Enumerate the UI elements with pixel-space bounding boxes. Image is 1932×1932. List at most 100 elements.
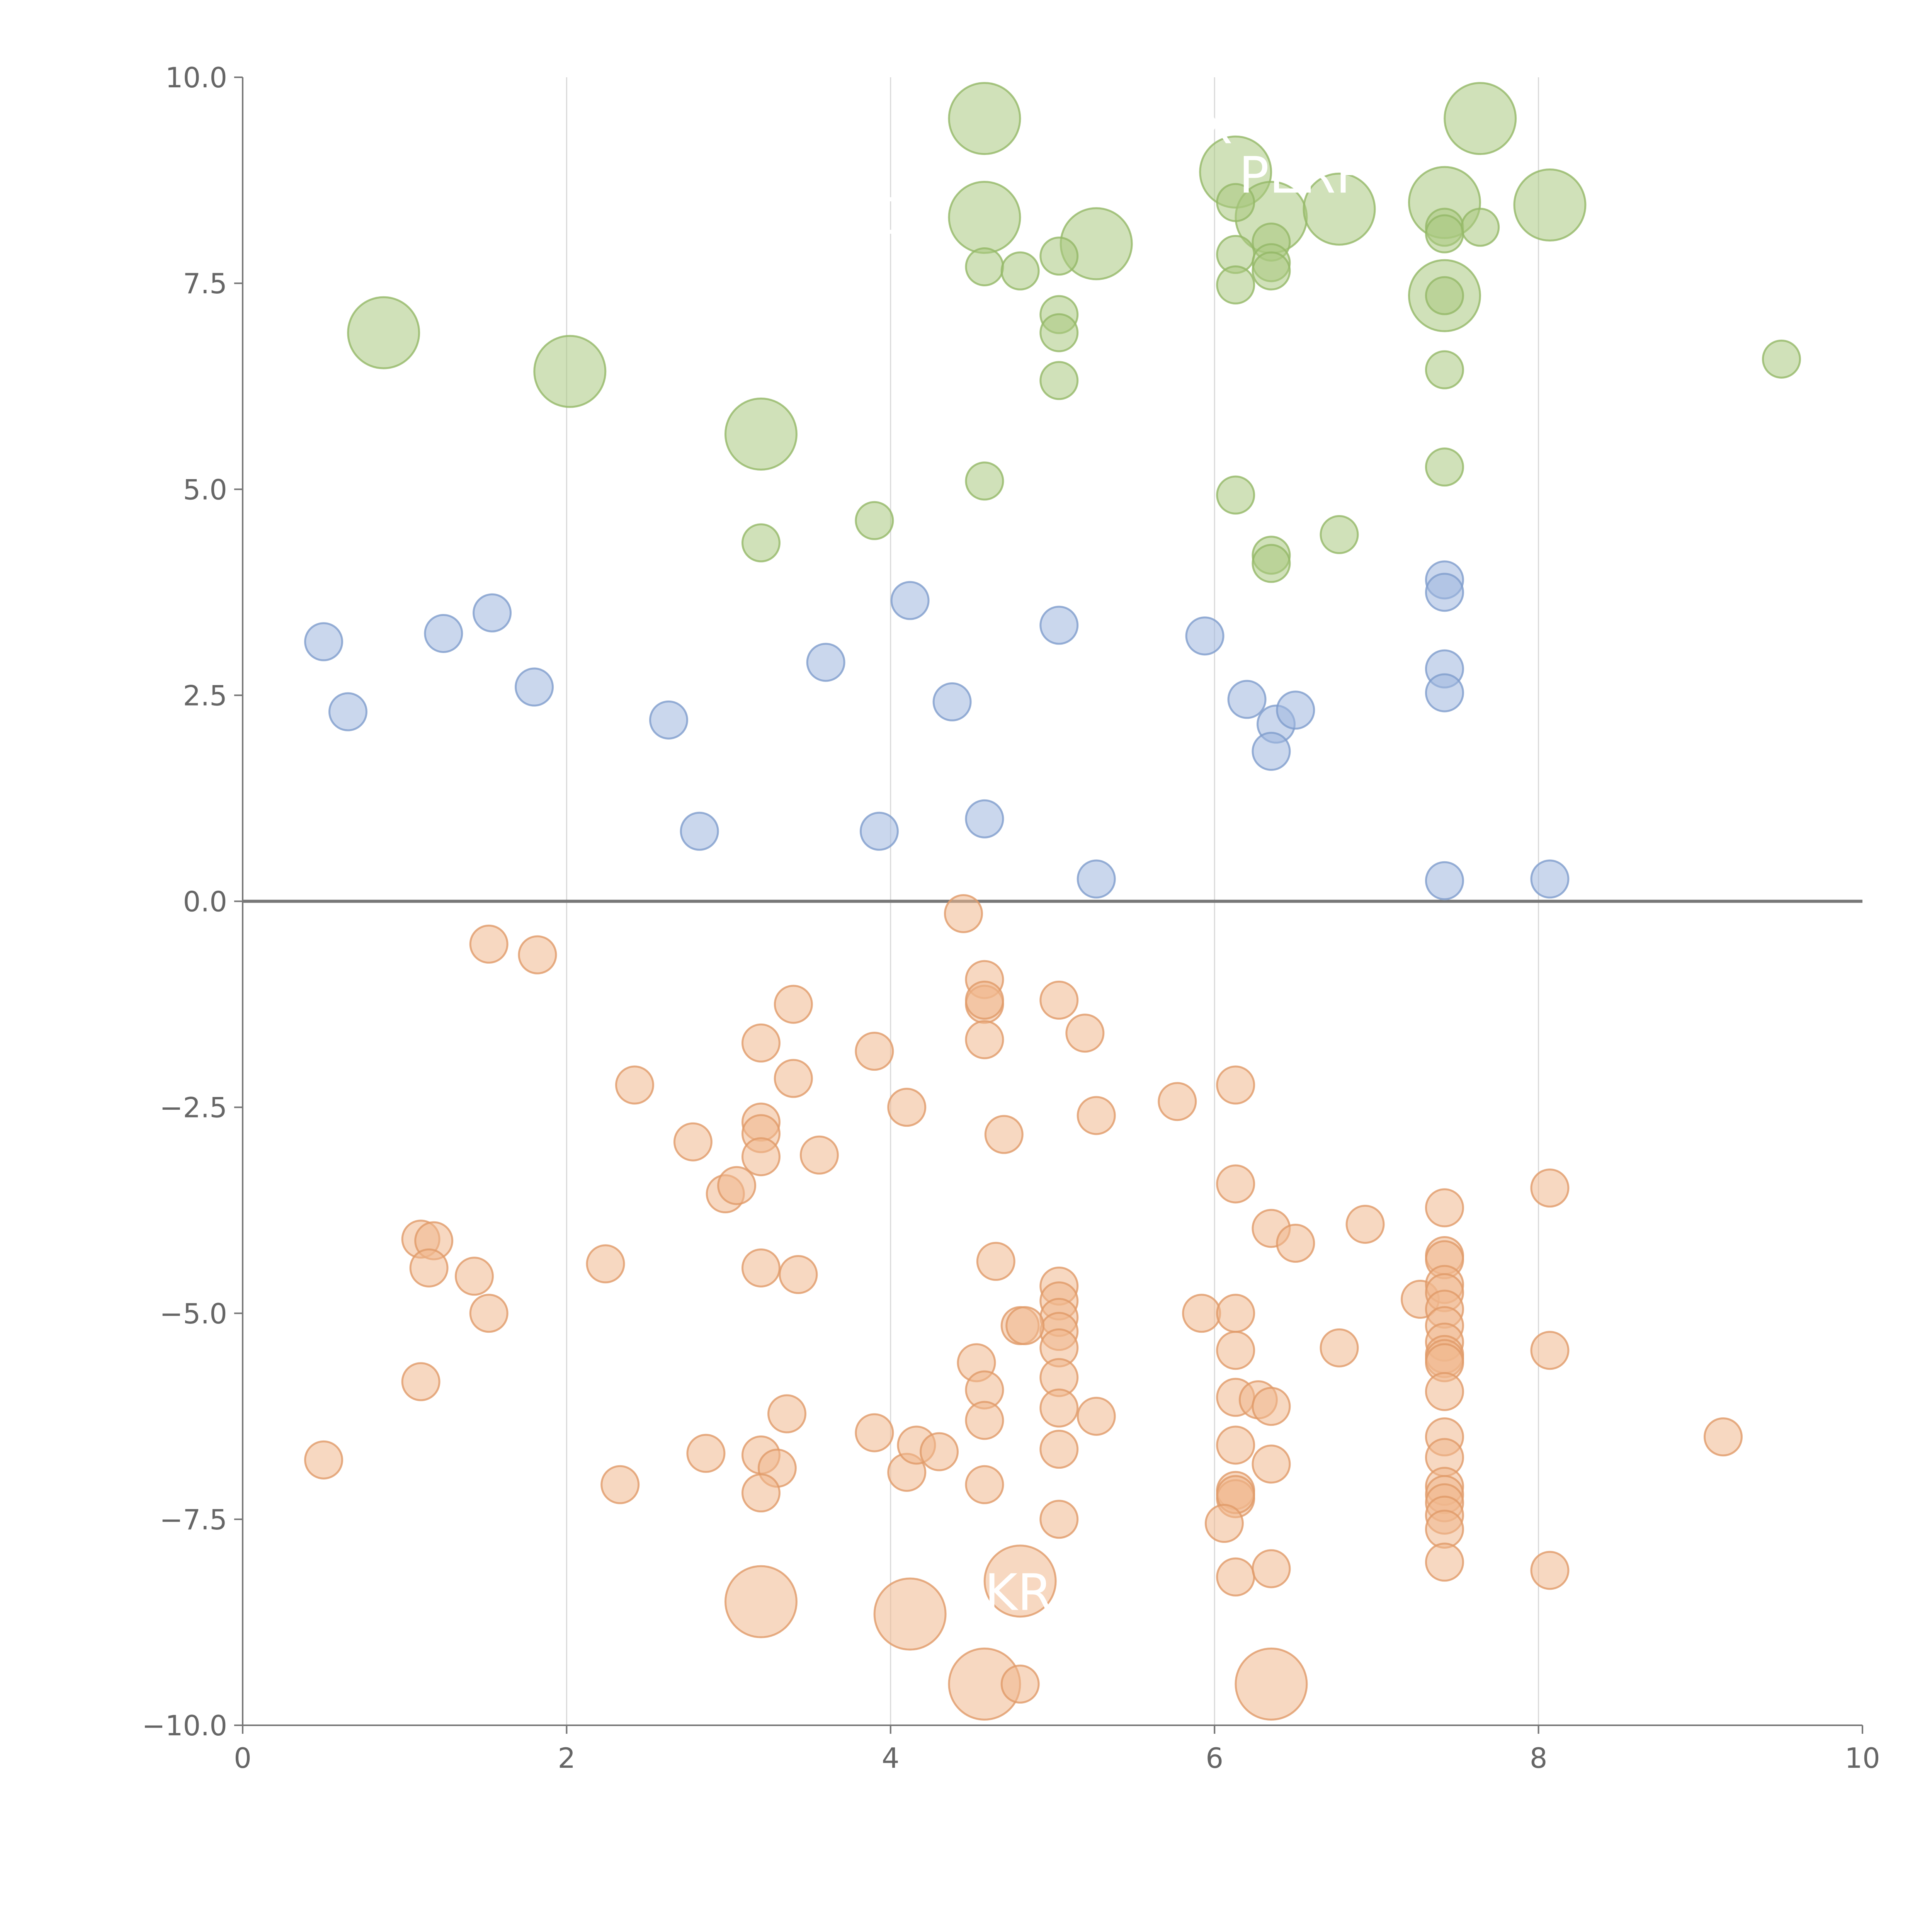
data-point-low: [1039, 1430, 1079, 1469]
data-point-mid: [1425, 573, 1464, 612]
data-point-low: [1320, 1328, 1359, 1367]
data-point-low: [1345, 1204, 1385, 1244]
y-tick-label: −2.5: [160, 1092, 227, 1124]
data-point-low: [873, 1577, 947, 1651]
data-point-mid: [1185, 616, 1225, 656]
y-tick-label: −10.0: [142, 1709, 227, 1742]
data-point-low: [409, 1248, 449, 1287]
data-point-high: [1425, 350, 1464, 389]
data-point-low: [887, 1088, 927, 1127]
y-tick-label: −7.5: [160, 1503, 227, 1536]
data-point-high: [965, 247, 1004, 286]
data-point-mid: [1039, 605, 1079, 645]
annotation-label: KR: [985, 1563, 1053, 1622]
x-tick-label: 8: [1530, 1742, 1548, 1774]
data-point-high: [724, 397, 798, 471]
data-point-low: [1252, 1387, 1291, 1426]
data-point-low: [686, 1434, 726, 1473]
y-tick-label: 2.5: [183, 679, 227, 712]
data-point-high: [1039, 313, 1079, 352]
data-point-mid: [965, 799, 1004, 838]
data-point-low: [976, 1242, 1015, 1281]
data-point-mid: [806, 643, 845, 682]
data-point-high: [1425, 276, 1464, 315]
data-point-mid: [473, 593, 512, 633]
data-point-low: [774, 1059, 813, 1098]
data-point-high: [1216, 183, 1255, 222]
data-point-low: [1216, 1557, 1255, 1597]
data-point-mid: [1227, 680, 1267, 719]
data-point-low: [1216, 1425, 1255, 1465]
data-point-low: [1216, 1065, 1255, 1105]
data-point-low: [965, 1465, 1004, 1504]
data-point-low: [1000, 1664, 1040, 1704]
x-axis-ticks: 0 2 4 6 8 10: [234, 1725, 1880, 1774]
data-point-high: [948, 181, 1021, 254]
data-point-low: [1077, 1396, 1116, 1436]
data-point-mid: [1252, 731, 1291, 771]
y-tick-label: −5.0: [160, 1298, 227, 1330]
data-point-low: [1158, 1082, 1197, 1121]
data-point-mid: [1425, 673, 1464, 713]
data-point-high: [1303, 172, 1376, 246]
data-point-low: [741, 1248, 781, 1287]
data-point-low: [1204, 1504, 1244, 1543]
data-point-low: [469, 1294, 509, 1333]
data-point-high: [741, 523, 781, 563]
y-tick-label: 7.5: [183, 267, 227, 300]
data-point-mid: [515, 667, 554, 707]
data-point-low: [741, 1137, 781, 1177]
data-point-low: [1530, 1331, 1570, 1370]
data-point-low: [1077, 1096, 1116, 1135]
annotation-label: PERF: [1239, 146, 1365, 205]
data-point-low: [741, 1473, 781, 1513]
data-point-high: [1216, 265, 1255, 304]
data-point-low: [518, 935, 557, 975]
data-point-low: [965, 1020, 1004, 1060]
data-point-low: [1425, 1372, 1464, 1411]
data-point-low: [1216, 1331, 1255, 1370]
data-point-low: [401, 1362, 440, 1401]
data-point-high: [1252, 544, 1291, 583]
annotation-label: X: [1198, 97, 1233, 155]
data-point-low: [920, 1432, 959, 1471]
data-point-low: [717, 1166, 757, 1205]
data-point-mid: [304, 622, 344, 662]
data-point-high: [533, 335, 607, 408]
data-point-low: [600, 1465, 640, 1504]
data-point-low: [724, 1565, 798, 1638]
x-tick-label: 2: [558, 1742, 575, 1774]
data-point-high: [1762, 339, 1801, 379]
data-point-mid: [424, 614, 463, 653]
data-point-high: [1252, 251, 1291, 291]
data-point-mid: [1276, 690, 1315, 730]
data-point-low: [1216, 1164, 1255, 1204]
data-point-mid: [328, 692, 367, 731]
x-tick-label: 10: [1845, 1742, 1880, 1774]
data-point-high: [1039, 236, 1079, 276]
data-point-low: [1425, 1188, 1464, 1228]
data-point-low: [454, 1257, 494, 1296]
data-point-mid: [859, 811, 899, 851]
data-point-low: [615, 1065, 654, 1105]
data-point-high: [1425, 447, 1464, 487]
data-point-low: [965, 980, 1004, 1020]
data-point-low: [673, 1122, 713, 1162]
data-point-low: [1530, 1551, 1570, 1590]
data-point-low: [799, 1135, 839, 1175]
data-points: [304, 82, 1801, 1721]
data-point-low: [304, 1440, 344, 1480]
data-point-high: [1461, 207, 1500, 247]
data-point-low: [779, 1255, 818, 1294]
data-point-high: [1513, 168, 1587, 242]
data-point-low: [1252, 1549, 1291, 1588]
y-axis-ticks: −10.0 −7.5 −5.0 −2.5 0.0 2.5 5.0 7.5 10.0: [142, 61, 243, 1742]
x-tick-label: 0: [234, 1742, 252, 1774]
y-tick-label: 10.0: [165, 61, 227, 94]
data-point-low: [1039, 1388, 1079, 1428]
data-point-mid: [1530, 859, 1570, 899]
data-point-low: [1530, 1168, 1570, 1208]
data-point-mid: [1425, 861, 1464, 900]
data-point-low: [1216, 1294, 1255, 1333]
